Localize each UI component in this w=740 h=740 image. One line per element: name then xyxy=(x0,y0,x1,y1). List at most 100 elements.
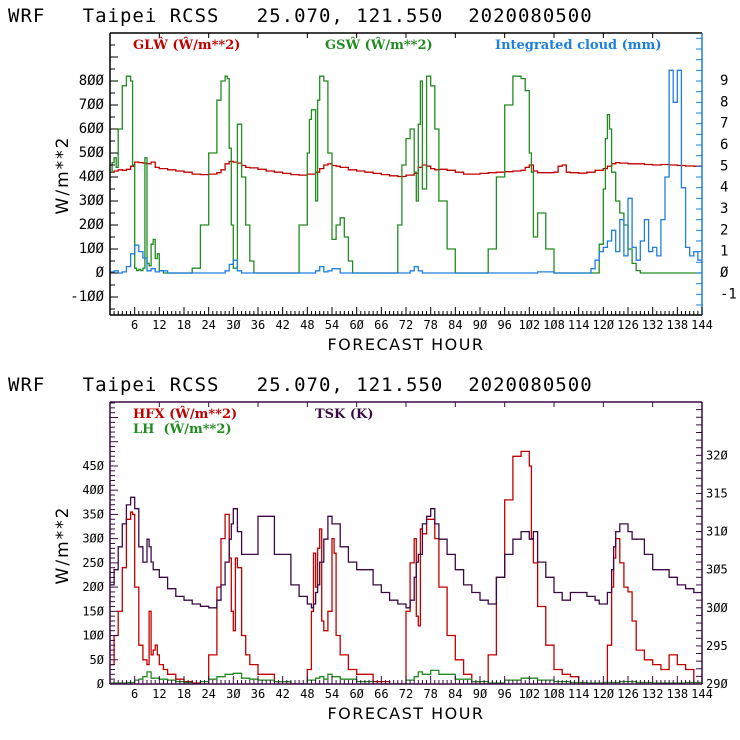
x-tick-label: 36 xyxy=(251,318,265,332)
x-tick-label: 9Ø xyxy=(473,687,488,701)
y-tick-label: 45Ø xyxy=(82,459,104,473)
x-tick-label: 66 xyxy=(374,318,388,332)
y-tick-label: 7ØØ xyxy=(79,97,105,113)
y-tick-label: Ø xyxy=(97,677,105,691)
y2-tick-label: 32Ø xyxy=(706,448,728,462)
x-tick-label: 9Ø xyxy=(473,318,488,332)
legend-lh: LH (Ŵ/m**2) xyxy=(133,421,232,437)
x-tick-label: 6 xyxy=(131,687,138,701)
legend-tsk: TSK (K) xyxy=(315,407,374,422)
x-tick-label: 84 xyxy=(448,687,462,701)
x-tick-label: 72 xyxy=(399,687,413,701)
x-tick-label: 84 xyxy=(448,318,462,332)
y-tick-label: 15Ø xyxy=(82,604,104,618)
series-line-hfx xyxy=(110,450,702,684)
y-tick-label: 3ØØ xyxy=(82,532,104,546)
y2-tick-label: 3ØØ xyxy=(706,601,728,615)
top-chart-radiation: WRF Taipei RCSS 25.070, 121.550 20200805… xyxy=(8,5,737,354)
x-tick-label: 114 xyxy=(568,687,590,701)
y-tick-label: 1ØØ xyxy=(79,241,105,257)
x-tick-label: 48 xyxy=(300,687,314,701)
x-tick-label: 96 xyxy=(497,318,511,332)
chart-title: WRF Taipei RCSS 25.070, 121.550 20200805… xyxy=(8,5,593,27)
y2-tick-label: 1 xyxy=(720,244,728,260)
y-tick-label: 1ØØ xyxy=(82,629,104,643)
x-tick-label: 18 xyxy=(177,318,191,332)
x-tick-label: 1Ø8 xyxy=(543,687,565,701)
x-tick-label: 24 xyxy=(201,687,215,701)
y2-tick-label: 2 xyxy=(720,222,728,238)
y2-tick-label: 9 xyxy=(720,73,728,89)
y2-tick-label: Ø xyxy=(720,265,729,281)
y-axis-label: W/m**2 xyxy=(53,506,73,585)
y2-tick-label: 7 xyxy=(720,116,728,132)
x-tick-label: 78 xyxy=(423,318,437,332)
y-tick-label: Ø xyxy=(96,265,105,281)
x-tick-label: 132 xyxy=(642,318,664,332)
y-tick-label: 4ØØ xyxy=(79,169,105,185)
x-tick-label: 138 xyxy=(666,318,688,332)
x-tick-label: 72 xyxy=(399,318,413,332)
y2-tick-label: 29Ø xyxy=(706,677,728,691)
y2-tick-label: 6 xyxy=(720,137,728,153)
y2-tick-label: -1 xyxy=(720,286,737,302)
series-layer xyxy=(110,450,702,684)
series-layer xyxy=(110,69,702,274)
series-line-integrated xyxy=(110,69,702,274)
x-tick-label: 1Ø2 xyxy=(518,318,540,332)
x-tick-label: 48 xyxy=(300,318,314,332)
x-tick-label: 78 xyxy=(423,687,437,701)
x-tick-label: 1Ø2 xyxy=(518,687,540,701)
x-tick-label: 6Ø xyxy=(349,318,364,332)
x-tick-label: 3Ø xyxy=(226,318,241,332)
x-tick-label: 6Ø xyxy=(349,687,364,701)
legend-cloud: Integrated cloud (mm) xyxy=(495,38,661,53)
y-tick-label: 8ØØ xyxy=(79,73,105,89)
x-tick-label: 24 xyxy=(201,318,215,332)
y-tick-label: 25Ø xyxy=(82,556,104,570)
series-line-tsk xyxy=(110,496,702,609)
x-tick-label: 1Ø8 xyxy=(543,318,565,332)
y-tick-label: -1ØØ xyxy=(70,289,104,305)
y-tick-label: 2ØØ xyxy=(79,217,105,233)
y-axis-label: W/m**2 xyxy=(53,136,73,215)
y2-tick-label: 8 xyxy=(720,94,728,110)
y2-tick-label: 315 xyxy=(706,486,728,500)
axes-layer: 6 12 18 24 3Ø 36 42 48 54 6Ø 66 72 78 84 9Ø 96 1Ø2 1Ø8 114… xyxy=(82,401,728,701)
y-tick-label: 3ØØ xyxy=(79,193,105,209)
x-tick-label: 12 xyxy=(152,687,166,701)
chart-title: WRF Taipei RCSS 25.070, 121.550 20200805… xyxy=(8,374,593,396)
x-axis-label: FORECAST HOUR xyxy=(327,704,484,723)
x-tick-label: 132 xyxy=(642,687,664,701)
y2-tick-label: 4 xyxy=(720,180,728,196)
y-tick-label: 6ØØ xyxy=(79,121,105,137)
y-tick-label: 5ØØ xyxy=(79,145,105,161)
x-tick-label: 144 xyxy=(691,318,713,332)
x-tick-label: 126 xyxy=(617,687,639,701)
x-tick-label: 42 xyxy=(275,687,289,701)
axes-layer: 6 12 18 24 3Ø 36 42 48 54 6Ø 66 72 78 84 9Ø 96 1Ø2 1Ø8 114… xyxy=(70,32,737,332)
x-tick-label: 3Ø xyxy=(226,687,241,701)
x-tick-label: 54 xyxy=(325,687,339,701)
x-tick-label: 42 xyxy=(275,318,289,332)
x-tick-label: 12 xyxy=(152,318,166,332)
y2-tick-label: 3Ø5 xyxy=(706,563,728,577)
x-tick-label: 12Ø xyxy=(592,318,614,332)
legend-gsw: GSŴ (Ŵ/m**2) xyxy=(325,37,433,53)
x-tick-label: 54 xyxy=(325,318,339,332)
x-tick-label: 36 xyxy=(251,687,265,701)
x-tick-label: 66 xyxy=(374,687,388,701)
legend-hfx: HFX (Ŵ/m**2) xyxy=(133,406,237,422)
y-tick-label: 4ØØ xyxy=(82,483,104,497)
y2-tick-label: 3 xyxy=(720,201,728,217)
series-line-glw xyxy=(110,160,702,178)
y2-tick-label: 295 xyxy=(706,639,728,653)
x-tick-label: 114 xyxy=(568,318,590,332)
x-tick-label: 12Ø xyxy=(592,687,614,701)
x-tick-label: 18 xyxy=(177,687,191,701)
y2-tick-label: 5 xyxy=(720,158,728,174)
bottom-chart-fluxes: WRF Taipei RCSS 25.070, 121.550 20200805… xyxy=(8,374,728,723)
y-tick-label: 2ØØ xyxy=(82,580,104,594)
x-tick-label: 6 xyxy=(131,318,138,332)
